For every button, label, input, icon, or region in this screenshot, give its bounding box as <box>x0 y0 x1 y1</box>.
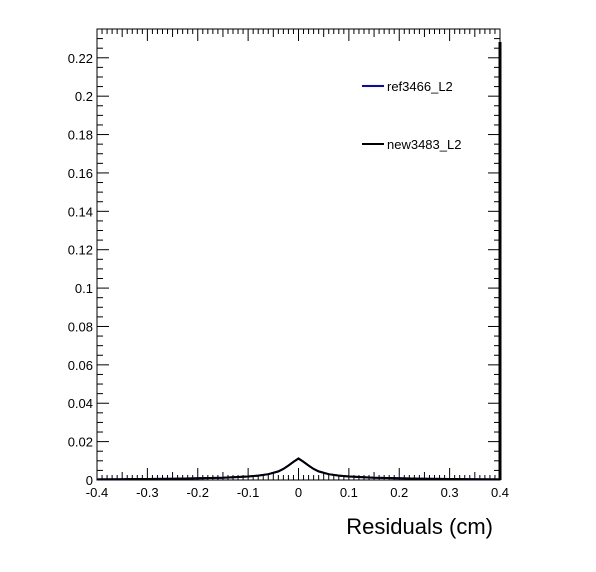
y-tick-label: 0.02 <box>68 435 93 450</box>
y-tick-label: 0.14 <box>68 204 93 219</box>
plot-frame <box>96 28 502 481</box>
x-axis-title: Residuals (cm) <box>346 514 493 539</box>
axis-ticks: -0.4 -0.3 -0.2 -0.1 0 0.1 0.2 0.3 0.4 0 0.02 0.04 0.… <box>68 29 509 500</box>
x-tick-label: 0.3 <box>441 485 459 500</box>
y-tick-label: 0.22 <box>68 51 93 66</box>
y-tick-label: 0.18 <box>68 128 93 143</box>
legend: ref3466_L2 new3483_L2 <box>362 79 461 152</box>
series-line-new3483_L2 <box>96 457 501 481</box>
x-tick-label: -0.1 <box>237 485 259 500</box>
plot-border <box>96 28 501 481</box>
series-lines <box>96 457 501 481</box>
y-tick-label: 0.06 <box>68 358 93 373</box>
y-tick-label: 0.1 <box>75 281 93 296</box>
x-tick-label: 0.1 <box>340 485 358 500</box>
y-tick-label: 0 <box>86 473 93 488</box>
y-tick-label: 0.08 <box>68 319 93 334</box>
x-tick-label: 0.4 <box>491 485 509 500</box>
x-tick-label: -0.3 <box>136 485 158 500</box>
x-tick-label: 0.2 <box>390 485 408 500</box>
x-tick-label: 0 <box>295 485 302 500</box>
y-tick-label: 0.16 <box>68 166 93 181</box>
y-tick-label: 0.2 <box>75 89 93 104</box>
y-tick-label: 0.04 <box>68 396 93 411</box>
legend-label-ref3466_L2: ref3466_L2 <box>387 79 453 94</box>
x-tick-label: -0.4 <box>86 485 108 500</box>
y-tick-label: 0.12 <box>68 243 93 258</box>
x-tick-label: -0.2 <box>187 485 209 500</box>
legend-label-new3483_L2: new3483_L2 <box>387 137 461 152</box>
